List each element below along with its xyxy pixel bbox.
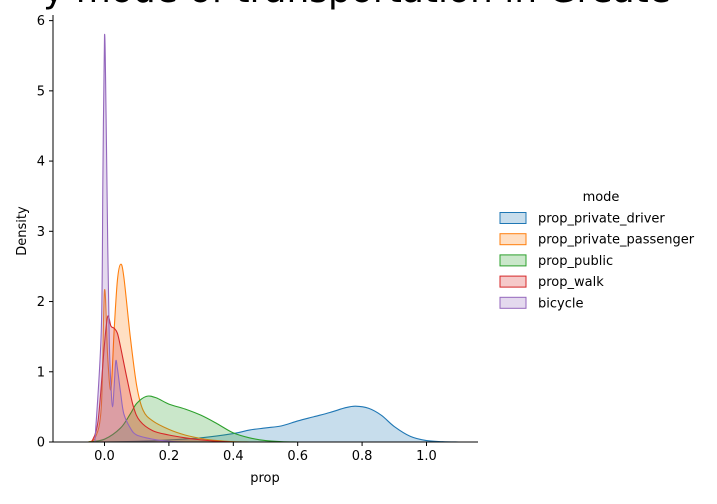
y-tick-label: 1 (37, 365, 45, 380)
density-line-prop_private_driver (72, 405, 459, 443)
density-area-prop_private_passenger (88, 264, 250, 442)
y-tick-label: 3 (37, 225, 45, 240)
legend: mode prop_private_driver prop_private_pas… (499, 190, 695, 311)
legend-swatch (499, 296, 527, 309)
density-area-prop_public (88, 395, 298, 442)
legend-swatch (499, 233, 527, 246)
density-area-bicycle (94, 34, 186, 442)
chart-title: y mode of transportation in Greate (43, 0, 671, 11)
y-tick-label: 2 (37, 295, 45, 310)
legend-swatch (499, 275, 527, 288)
axes: 0.0 0.2 0.4 0.6 0.8 1.0 0 1 2 3 4 5 6 (37, 14, 478, 464)
x-tick-label: 0.6 (287, 449, 308, 464)
density-line-prop_walk (91, 315, 234, 443)
x-axis-label: prop (250, 471, 280, 486)
y-tick-label: 6 (37, 14, 45, 29)
x-tick-label: 0.4 (223, 449, 244, 464)
x-tick-label: 1.0 (416, 449, 437, 464)
y-tick-label: 5 (37, 84, 45, 99)
y-tick-label: 4 (37, 155, 45, 170)
legend-label: prop_walk (538, 275, 604, 290)
density-area-prop_private_driver (72, 406, 459, 442)
plot-area (72, 33, 459, 443)
legend-label: prop_private_passenger (538, 233, 695, 248)
density-line-prop_private_passenger (88, 263, 250, 443)
legend-label: bicycle (538, 296, 583, 311)
legend-label: prop_public (538, 254, 613, 269)
legend-title: mode (583, 190, 620, 205)
x-tick-label: 0.8 (352, 449, 373, 464)
legend-swatch (499, 212, 527, 224)
legend-swatch (499, 254, 527, 267)
x-tick-label: 0.0 (94, 449, 115, 464)
density-area-prop_walk (91, 315, 234, 442)
density-line-bicycle (94, 33, 186, 443)
legend-label: prop_private_driver (538, 212, 665, 227)
x-tick-label: 0.2 (159, 449, 180, 464)
y-axis-label: Density (15, 206, 30, 256)
y-tick-label: 0 (37, 436, 45, 451)
